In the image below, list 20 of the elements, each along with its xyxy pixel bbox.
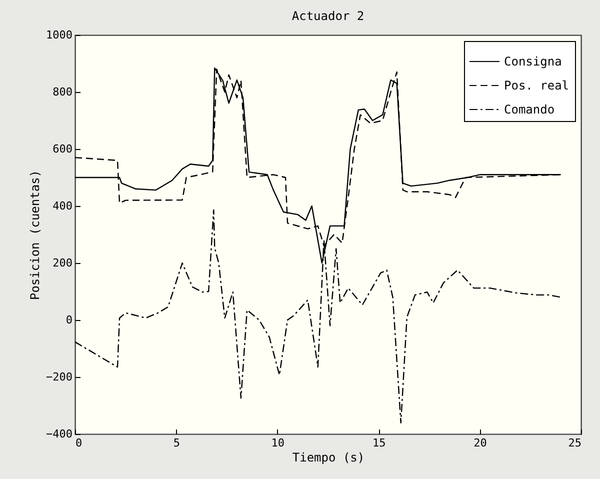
y-tick-label: 200 — [52, 256, 72, 270]
y-tick-label: −200 — [46, 370, 72, 384]
x-tick-label: 25 — [568, 436, 582, 450]
y-tick-label: 1000 — [46, 28, 72, 42]
x-tick-label: 20 — [474, 436, 487, 450]
x-tick-label: 10 — [271, 436, 285, 450]
y-tick-label: 800 — [52, 86, 72, 98]
x-tick-label: 15 — [372, 436, 386, 450]
y-tick-label: −400 — [46, 428, 72, 440]
x-tick-label: 5 — [173, 436, 180, 450]
y-tick-label: 400 — [52, 200, 72, 212]
legend-label: Comando — [504, 102, 555, 116]
legend-label: Consigna — [504, 54, 562, 68]
y-tick-label: 600 — [52, 142, 72, 156]
y-axis-title: Posicion (cuentas) — [28, 170, 42, 300]
x-tick-label: 0 — [76, 436, 82, 450]
chart-title: Actuador 2 — [292, 9, 364, 23]
x-axis-title: Tiempo (s) — [292, 450, 365, 464]
y-tick-label: 0 — [66, 314, 72, 326]
legend-label: Pos. real — [504, 78, 570, 92]
